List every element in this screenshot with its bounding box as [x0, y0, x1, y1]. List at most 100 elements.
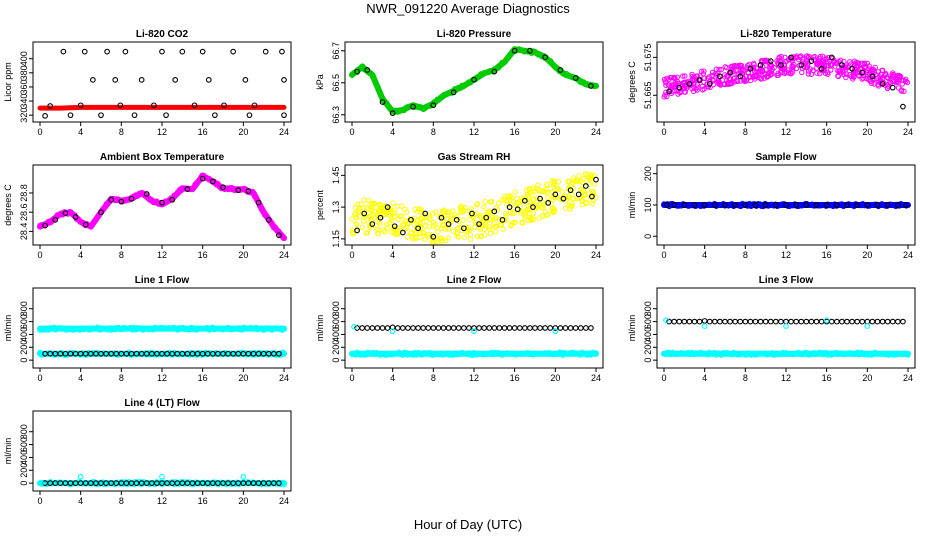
series-avg-point — [359, 325, 366, 331]
series-raw-point — [818, 58, 825, 65]
series-raw-point — [500, 226, 506, 232]
series-raw-point — [541, 188, 547, 195]
series-avg-point — [235, 187, 242, 193]
series-outliers-point — [77, 473, 84, 480]
y-tick-label: 200 — [643, 166, 653, 181]
series-avg-point — [747, 318, 754, 325]
series-avg-point — [399, 325, 406, 331]
series-avg-point — [430, 233, 437, 240]
series-raw-point — [467, 236, 474, 242]
series-raw-point — [661, 94, 667, 100]
x-tick-label: 16 — [198, 127, 208, 137]
series-raw-point — [372, 208, 378, 215]
series-avg-point — [199, 48, 206, 55]
series-raw-point — [362, 213, 368, 219]
series-raw-mark — [715, 202, 721, 208]
y-tick-label: 1.45 — [331, 167, 341, 185]
series-raw-point — [445, 226, 451, 232]
series-avg-point — [582, 183, 589, 189]
series-avg-point — [666, 88, 672, 95]
series-raw-point — [441, 207, 448, 213]
series-raw-point — [555, 179, 562, 185]
series-raw-point — [467, 232, 473, 238]
series-raw-point — [550, 181, 557, 188]
x-tick-label: 16 — [510, 250, 520, 260]
series-raw-point — [528, 215, 534, 221]
panel-licor-temp: Li-820 Temperature 0 4 8 12 16 20 24 51.665 51.67… — [627, 29, 916, 137]
series-avg-point — [844, 318, 850, 325]
series-raw-point — [677, 89, 683, 96]
series-raw-point — [815, 59, 821, 65]
series-raw-point — [392, 231, 399, 238]
series-low-mark — [506, 351, 512, 357]
series-avg-point — [793, 202, 800, 208]
series-avg-point — [242, 77, 249, 83]
series-raw-point — [866, 63, 872, 69]
series-raw-point — [717, 82, 724, 88]
series-raw-point — [491, 220, 497, 227]
y-tick-label: 380 — [19, 65, 29, 80]
y-tick-label: 320 — [19, 108, 29, 123]
series-avg-point — [199, 175, 206, 182]
series-avg-point — [849, 65, 855, 72]
series-raw-point — [439, 225, 445, 231]
series-raw-point — [433, 209, 439, 215]
series-line1-low-mark — [281, 350, 287, 356]
series-avg-point — [143, 191, 150, 197]
series-avg-point — [767, 58, 774, 65]
series-raw-point — [508, 222, 514, 229]
series-avg-point — [552, 191, 559, 198]
y-tick-label: 600 — [643, 314, 653, 329]
series-raw-point — [707, 84, 713, 91]
series-avg-point — [455, 325, 462, 331]
panel-data — [661, 317, 911, 358]
series-raw-point — [701, 68, 707, 74]
series-avg-point — [813, 202, 820, 208]
series-raw-point — [545, 194, 551, 201]
series-raw-point — [808, 71, 815, 77]
series-avg-point — [491, 325, 498, 331]
series-raw-point — [762, 57, 768, 64]
series-avg-point — [82, 221, 89, 228]
series-avg-point — [169, 196, 176, 203]
y-axis-label: ml/min — [627, 315, 637, 342]
x-tick-label: 20 — [862, 373, 872, 383]
series-avg-point — [108, 196, 115, 203]
series-avg-point — [757, 62, 764, 68]
series-raw-point — [828, 67, 834, 73]
series-avg-point — [884, 202, 891, 208]
series-raw-mark — [459, 82, 465, 89]
x-tick-label: 4 — [702, 250, 707, 260]
series-raw-point — [709, 69, 716, 76]
y-axis-label: ml/min — [3, 315, 13, 342]
series-raw-point — [376, 207, 383, 213]
panel-line4-flow: Line 4 (LT) Flow 0 4 8 12 16 20 24 0 200400600800… — [3, 398, 292, 506]
x-tick-label: 8 — [743, 373, 748, 383]
series-avg-point — [255, 199, 262, 206]
panel-data — [37, 473, 287, 488]
series-low-mark — [518, 351, 524, 357]
y-tick-label: 100 — [643, 197, 653, 212]
series-avg-point — [778, 318, 784, 325]
x-tick-label: 4 — [390, 127, 395, 137]
series-raw-point — [566, 193, 572, 199]
y-tick-label: 340 — [19, 94, 29, 109]
series-outliers-point — [864, 323, 871, 329]
y-tick-label: 400 — [19, 327, 29, 342]
series-avg-point — [889, 84, 896, 91]
series-avg-point — [246, 112, 253, 119]
y-tick-label: 0 — [19, 358, 29, 363]
series-raw-point — [689, 85, 695, 92]
series-raw-point — [799, 69, 805, 76]
series-raw-point — [522, 214, 528, 221]
series-outliers-point — [471, 328, 477, 335]
series-line1-mark — [73, 326, 80, 333]
series-avg-point — [879, 81, 886, 87]
series-raw-point — [671, 74, 677, 81]
series-raw-mark — [281, 234, 287, 241]
series-avg-point — [783, 318, 789, 325]
series-avg-point — [379, 325, 386, 331]
series-avg-point — [717, 73, 723, 80]
series-avg-point — [706, 81, 713, 87]
series-raw-point — [551, 207, 558, 214]
